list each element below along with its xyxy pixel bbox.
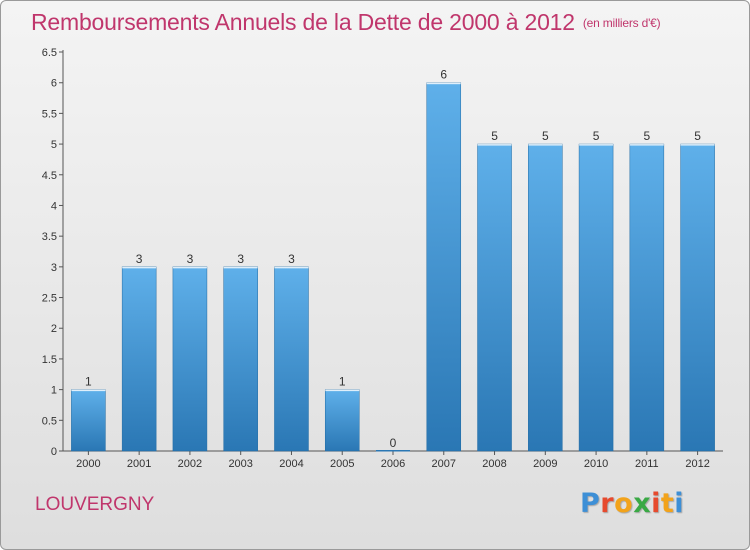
data-label: 3 xyxy=(136,252,143,266)
bar-2001 xyxy=(121,266,157,452)
bar-highlight xyxy=(477,144,512,146)
logo-letter: t xyxy=(660,488,675,519)
logo-letter: x xyxy=(633,488,652,519)
data-label: 3 xyxy=(187,252,194,266)
bar-highlight xyxy=(680,144,715,146)
y-tick-label: 3.5 xyxy=(42,231,57,243)
bar-2007 xyxy=(426,82,462,452)
location-name: LOUVERGNY xyxy=(35,494,155,515)
x-tick-label: 2008 xyxy=(482,458,506,470)
y-tick-label: 4.5 xyxy=(42,170,57,182)
x-tick-label: 2003 xyxy=(228,458,252,470)
logo-letter: o xyxy=(614,488,634,519)
bar-2003 xyxy=(223,266,258,452)
chart-title-text: Remboursements Annuels de la Dette de 20… xyxy=(31,9,575,35)
bar-highlight xyxy=(629,144,664,146)
x-tick-label: 2006 xyxy=(381,458,405,470)
x-tick-label: 2002 xyxy=(178,458,202,470)
logo-letter: i xyxy=(651,488,661,519)
bar-highlight xyxy=(223,266,258,269)
y-tick-label: 1.5 xyxy=(42,354,57,366)
axes: 0 0.5 1 1.5 2 2.5 3 3.5 4 4.5 5 5.5 6 6.5 2000 2001 2002… xyxy=(42,47,723,470)
data-label: 3 xyxy=(288,252,295,266)
bar-2004 xyxy=(274,266,309,452)
y-tick-label: 4 xyxy=(51,200,57,212)
bar-highlight xyxy=(172,266,207,269)
data-label: 1 xyxy=(85,375,92,389)
logo-letter: i xyxy=(674,488,685,519)
data-label: 0 xyxy=(390,436,397,450)
y-tick-label: 5 xyxy=(51,139,57,151)
y-tick-label: 2 xyxy=(51,323,57,335)
bar-highlight xyxy=(579,144,614,146)
bar-2012 xyxy=(680,143,715,452)
bar-highlight xyxy=(71,389,106,392)
bar-2009 xyxy=(528,143,563,452)
bar-2010 xyxy=(578,143,614,452)
x-tick-label: 2011 xyxy=(635,458,659,470)
data-label: 5 xyxy=(491,129,498,143)
data-label: 6 xyxy=(440,68,447,82)
bar-highlight xyxy=(122,266,157,269)
x-tick-label: 2005 xyxy=(330,458,354,470)
chart-subtitle: (en milliers d'€) xyxy=(582,16,661,30)
bar-2008 xyxy=(477,143,512,452)
y-tick-label: 0.5 xyxy=(42,415,57,427)
bar-2005 xyxy=(324,389,360,452)
bar-highlight xyxy=(528,144,563,146)
y-tick-label: 5.5 xyxy=(42,108,57,120)
bar-2000 xyxy=(71,389,106,452)
x-tick-label: 2009 xyxy=(533,458,557,470)
chart-title: Remboursements Annuels de la Dette de 20… xyxy=(31,9,661,36)
bar-2002 xyxy=(172,266,208,452)
x-tick-label: 2007 xyxy=(432,458,456,470)
logo-letter: r xyxy=(600,488,615,519)
data-label: 5 xyxy=(542,129,549,143)
bar-highlight xyxy=(426,82,461,85)
bar-2011 xyxy=(629,143,665,452)
y-tick-label: 6 xyxy=(51,78,57,90)
bars: 1 3 3 3 3 1 0 6 5 5 5 5 5 xyxy=(71,68,715,452)
y-tick-label: 1 xyxy=(51,385,57,397)
x-tick-label: 2004 xyxy=(279,458,303,470)
x-tick-label: 2012 xyxy=(685,458,709,470)
proxiti-logo: Proxiti xyxy=(580,488,684,519)
y-tick-label: 3 xyxy=(51,262,57,274)
y-tick-label: 2.5 xyxy=(42,293,57,305)
y-tick-label: 6.5 xyxy=(42,47,57,59)
y-tick-label: 0 xyxy=(51,446,57,458)
logo-letter: P xyxy=(580,488,601,519)
data-label: 1 xyxy=(339,375,346,389)
data-label: 5 xyxy=(644,129,651,143)
x-tick-label: 2001 xyxy=(127,458,151,470)
data-label: 3 xyxy=(237,252,244,266)
bar-2006 xyxy=(376,450,410,452)
bar-highlight xyxy=(274,266,309,269)
data-label: 5 xyxy=(593,129,600,143)
x-tick-label: 2000 xyxy=(76,458,100,470)
data-label: 5 xyxy=(694,129,701,143)
bar-highlight xyxy=(325,389,360,392)
x-tick-label: 2010 xyxy=(584,458,608,470)
